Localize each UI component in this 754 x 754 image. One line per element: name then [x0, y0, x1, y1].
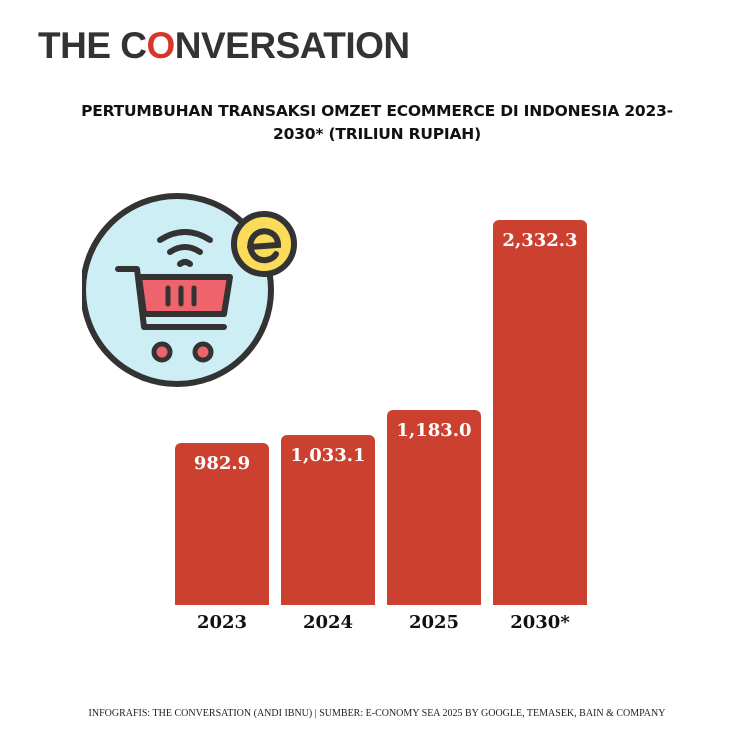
- bar-value: 1,033.1: [290, 445, 366, 466]
- ecommerce-shopping-cart-icon: [82, 193, 297, 387]
- x-label-2023: 2023: [196, 612, 248, 633]
- bar-value: 982.9: [193, 453, 251, 474]
- x-label-2030: 2030*: [510, 612, 570, 633]
- bar-2023: 982.9: [175, 443, 269, 605]
- bar-2024: 1,033.1: [281, 435, 375, 605]
- source-footer: INFOGRAFIS: THE CONVERSATION (ANDI IBNU)…: [88, 708, 666, 719]
- bar-value: 1,183.0: [396, 420, 472, 441]
- x-label-2025: 2025: [408, 612, 460, 633]
- bar-2025: 1,183.0: [387, 410, 481, 605]
- bar-value: 2,332.3: [502, 230, 578, 251]
- bar-2030: 2,332.3: [493, 220, 587, 605]
- the-conversation-logo: THE CONVERSATION: [38, 25, 410, 66]
- x-label-2024: 2024: [302, 612, 354, 633]
- chart-title: PERTUMBUHAN TRANSAKSI OMZET ECOMMERCE DI…: [81, 102, 673, 143]
